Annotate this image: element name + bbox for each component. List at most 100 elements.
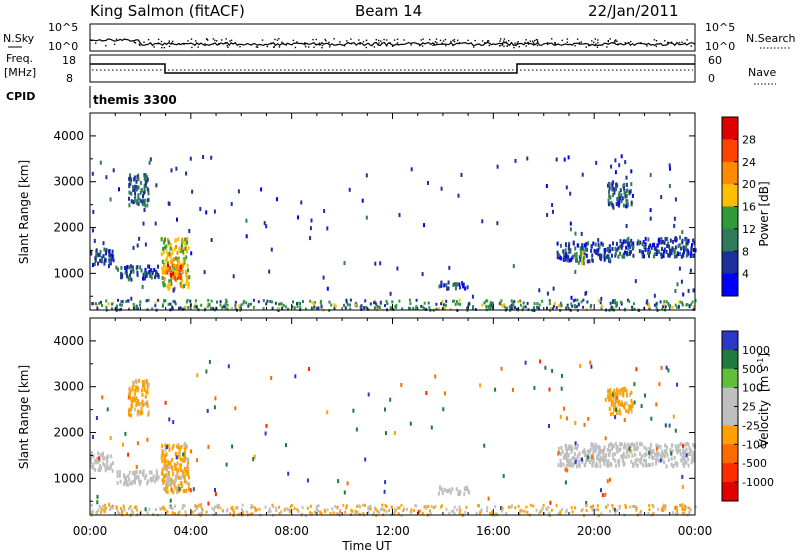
noise-search-dot (554, 43, 556, 45)
velocity-cell (187, 467, 190, 471)
power-cell (136, 243, 139, 248)
velocity-cell (656, 454, 659, 459)
velocity-cell (162, 505, 165, 509)
power-cell (632, 302, 635, 306)
power-cell (570, 295, 573, 300)
velocity-cell (99, 457, 101, 462)
velocity-cell (174, 480, 177, 484)
power-cell (597, 299, 600, 303)
power-cell (592, 241, 595, 246)
power-cell (586, 300, 589, 304)
power-cell (501, 304, 504, 308)
velocity-cell (564, 480, 567, 485)
power-cell (600, 296, 603, 301)
velocity-cell (157, 475, 160, 480)
power-cell (607, 202, 610, 207)
velocity-cell (106, 407, 109, 412)
velocity-cell (658, 452, 661, 457)
velocity-cell (178, 453, 181, 458)
power-cell (180, 284, 183, 288)
velocity-cell (241, 512, 244, 516)
power-cell (558, 304, 561, 308)
velocity-cell (143, 383, 146, 388)
velocity-cell (95, 512, 98, 516)
velocity-cell (163, 454, 166, 458)
power-cell (181, 266, 183, 271)
velocity-cell (141, 400, 144, 404)
power-cell (609, 201, 612, 206)
noise-search-dot (157, 38, 160, 41)
power-cell (572, 240, 575, 245)
power-cell (175, 270, 178, 275)
velocity-cell (356, 504, 359, 508)
noise-search-dot (227, 46, 229, 49)
power-cell (644, 247, 647, 252)
power-colorbar-swatch (722, 206, 738, 230)
power-cell (579, 250, 582, 255)
velocity-cell (666, 445, 668, 450)
noise-search-dot (392, 45, 394, 47)
velocity-cell (650, 452, 653, 457)
power-cell (282, 303, 285, 307)
power-cell (489, 303, 492, 307)
power-cell (91, 171, 94, 176)
velocity-cell (182, 452, 185, 457)
velocity-cell (264, 431, 267, 436)
velocity-cell (163, 457, 166, 462)
power-cell (126, 264, 129, 269)
velocity-cell (287, 471, 290, 476)
power-cell (237, 189, 240, 194)
velocity-cell (130, 400, 133, 405)
velocity-cell (255, 508, 258, 512)
power-cell (203, 270, 206, 275)
velocity-cell (278, 512, 281, 515)
power-cell (619, 244, 622, 249)
power-cell (614, 251, 617, 256)
velocity-cell (124, 479, 127, 484)
velocity-cell (685, 453, 688, 458)
velocity-cell (165, 482, 168, 487)
velocity-cell (574, 441, 577, 446)
power-cell (669, 252, 671, 257)
power-cell (687, 238, 690, 243)
power-cell (204, 307, 207, 311)
power-cell (548, 302, 551, 306)
power-cell (226, 307, 229, 311)
velocity-cell (102, 461, 105, 466)
power-cell (144, 173, 147, 178)
velocity-cell (96, 494, 99, 499)
velocity-cell (682, 507, 685, 511)
power-cell (210, 155, 213, 160)
velocity-cell (304, 514, 307, 518)
velocity-cell (241, 503, 244, 507)
power-cell (649, 208, 652, 213)
noise-search-dot (421, 45, 424, 47)
velocity-cell (609, 396, 612, 401)
velocity-cell (631, 401, 634, 406)
power-cell (206, 303, 209, 307)
velocity-cell (90, 456, 93, 461)
noise-search-dot (328, 41, 330, 44)
power-cell (232, 274, 235, 279)
velocity-cell (97, 451, 100, 456)
power-cell (693, 305, 695, 309)
noise-search-dot (607, 40, 609, 42)
power-cell (667, 302, 670, 306)
power-cell (154, 301, 157, 305)
power-cell (612, 241, 614, 246)
power-cell (212, 307, 214, 311)
power-cell (169, 266, 171, 271)
velocity-cell (137, 475, 140, 480)
power-cell (519, 299, 522, 303)
velocity-cell (570, 449, 573, 454)
velocity-cell (555, 504, 558, 508)
power-cell (440, 302, 443, 306)
power-cell (490, 304, 493, 308)
velocity-cell (601, 457, 604, 462)
power-cell (365, 173, 368, 178)
power-cell (598, 245, 601, 250)
velocity-cell (630, 404, 632, 409)
velocity-cell (588, 449, 591, 454)
velocity-cell (596, 464, 599, 468)
noise-search-dot (441, 42, 443, 44)
